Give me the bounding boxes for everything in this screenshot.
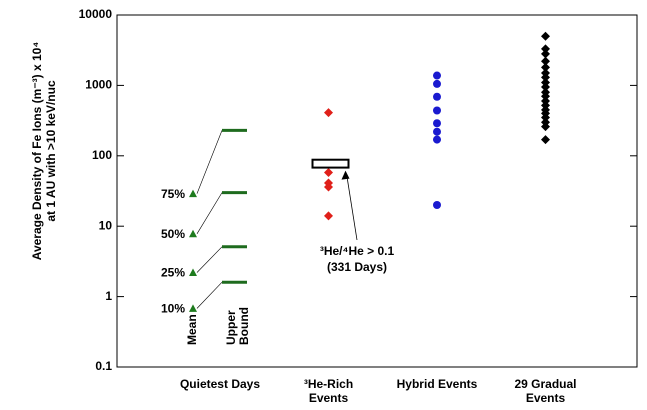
percent-label: 75%	[161, 187, 185, 201]
diamond-marker	[541, 91, 550, 101]
sub-label: Mean	[185, 314, 199, 345]
arrow-head	[341, 170, 350, 180]
annotation: (331 Days)	[327, 260, 387, 274]
diamond-marker	[541, 72, 550, 82]
y-axis-label: at 1 AU with >10 keV/nuc	[44, 80, 58, 222]
mean-marker	[189, 229, 197, 238]
circle-marker	[433, 119, 441, 128]
mean-marker	[189, 304, 197, 312]
connector	[196, 130, 223, 194]
diamond-marker	[324, 182, 333, 192]
percent-label: 10%	[161, 302, 185, 316]
diamond-marker	[541, 62, 550, 72]
y-tick-label: 10	[99, 218, 113, 232]
x-tick-label: 29 Gradual Events	[514, 377, 577, 405]
mean-marker	[189, 268, 197, 276]
plot-frame	[116, 14, 638, 368]
diamond-marker	[541, 135, 550, 145]
sub-label: UpperBound	[224, 307, 251, 345]
range-box	[311, 158, 350, 169]
diamond-marker	[541, 31, 550, 41]
diamond-marker	[324, 108, 333, 118]
diamond-marker	[324, 167, 333, 177]
y-tick-label: 0.1	[95, 359, 112, 373]
annotation: ³He/⁴He > 0.1	[320, 244, 395, 258]
circle-marker	[433, 127, 441, 136]
connector	[196, 282, 223, 309]
connector	[196, 246, 223, 273]
circle-marker	[433, 201, 441, 210]
diamond-marker	[541, 44, 550, 54]
y-tick-label: 1	[105, 289, 112, 303]
circle-marker	[433, 79, 441, 88]
diamond-marker	[541, 82, 550, 92]
circle-marker	[433, 71, 441, 80]
x-tick-label: ³He-Rich Events	[303, 377, 354, 405]
diamond-marker	[541, 49, 550, 59]
circle-marker	[433, 92, 441, 101]
circle-marker	[433, 135, 441, 144]
diamond-marker	[324, 211, 333, 221]
circle-marker	[433, 106, 441, 115]
percent-label: 50%	[161, 227, 185, 241]
y-tick-label: 1000	[85, 78, 112, 92]
diamond-marker	[541, 112, 550, 122]
y-axis-label: Average Density of Fe Ions (m⁻³) x 10⁴	[30, 42, 44, 261]
y-tick-label: 100	[92, 148, 112, 162]
y-tick-label: 10000	[79, 7, 113, 21]
diamond-marker	[541, 122, 550, 132]
connector	[196, 192, 223, 234]
annotation-arrow	[346, 173, 358, 241]
percent-label: 25%	[161, 266, 185, 280]
diamond-marker	[541, 56, 550, 66]
mean-marker	[189, 189, 197, 198]
x-tick-label: Hybrid Events	[396, 377, 478, 391]
x-tick-label: Quietest Days	[179, 377, 261, 391]
